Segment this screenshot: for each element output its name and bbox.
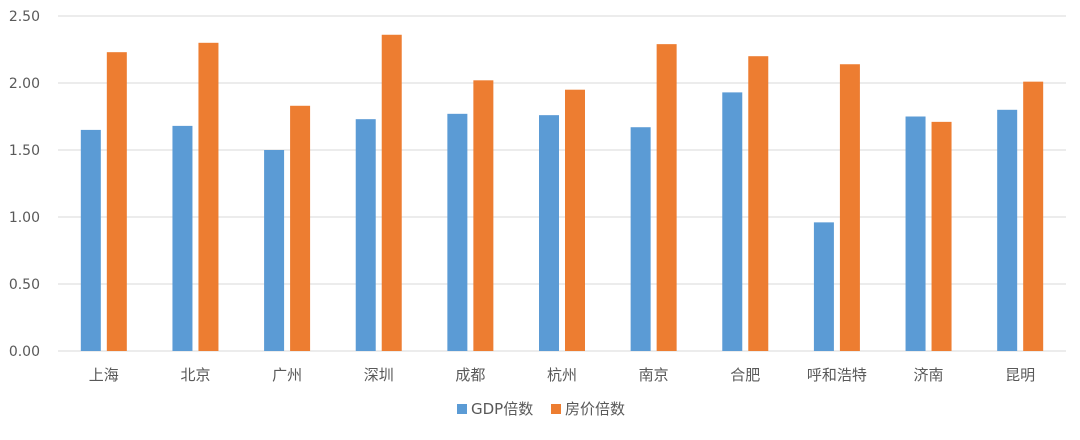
- bar-gdp-4: [447, 113, 468, 351]
- x-tick-label: 南京: [639, 366, 669, 384]
- x-tick-label: 呼和浩特: [807, 366, 867, 384]
- bar-gdp-3: [355, 119, 376, 352]
- bars: [80, 34, 1044, 352]
- x-tick-label: 广州: [272, 366, 302, 384]
- bar-gdp-9: [905, 116, 926, 351]
- y-tick-label: 2.00: [9, 76, 40, 92]
- bar-housing-price-7: [748, 56, 769, 351]
- bar-housing-price-0: [106, 52, 127, 352]
- legend-label-gdp: GDP倍数: [471, 400, 533, 418]
- legend-swatch-gdp: [457, 404, 467, 414]
- y-tick-label: 0.50: [9, 277, 40, 293]
- bar-housing-price-10: [1023, 81, 1044, 351]
- y-tick-label: 1.00: [9, 210, 40, 226]
- bar-housing-price-6: [656, 44, 677, 351]
- bar-gdp-2: [264, 150, 285, 351]
- bar-gdp-10: [997, 109, 1018, 351]
- x-tick-label: 昆明: [1005, 366, 1035, 384]
- bar-gdp-1: [172, 125, 193, 351]
- x-tick-label: 上海: [89, 366, 119, 384]
- bar-housing-price-1: [198, 42, 219, 352]
- bar-housing-price-5: [565, 89, 585, 351]
- x-tick-label: 北京: [180, 366, 210, 384]
- bar-gdp-7: [722, 92, 743, 351]
- legend-label-housing-price: 房价倍数: [565, 400, 625, 418]
- bar-gdp-6: [630, 127, 651, 351]
- x-tick-label: 深圳: [364, 366, 394, 384]
- x-tick-label: 济南: [914, 366, 944, 384]
- bar-gdp-5: [539, 115, 559, 351]
- bar-housing-price-8: [839, 64, 860, 352]
- gridlines: [58, 15, 1066, 352]
- legend-swatch-housing-price: [551, 404, 561, 414]
- bar-gdp-0: [80, 129, 101, 351]
- y-tick-label: 0.00: [9, 344, 40, 360]
- bar-housing-price-2: [290, 105, 311, 351]
- bar-gdp-8: [813, 222, 834, 351]
- bar-housing-price-9: [931, 121, 952, 351]
- y-axis-tick-labels: 0.00 0.50 1.00 1.50 2.00 2.50: [9, 9, 40, 360]
- y-tick-label: 1.50: [9, 143, 40, 159]
- x-tick-label: 合肥: [730, 366, 760, 384]
- bar-housing-price-4: [473, 80, 494, 351]
- y-tick-label: 2.50: [9, 9, 40, 25]
- x-tick-label: 成都: [455, 366, 485, 384]
- x-axis-tick-labels: 上海 北京 广州 深圳 成都 杭州 南京 合肥 呼和浩特 济南 昆明: [89, 366, 1035, 384]
- legend: GDP倍数 房价倍数: [457, 400, 625, 418]
- x-tick-label: 杭州: [547, 366, 577, 384]
- bar-housing-price-3: [381, 34, 402, 351]
